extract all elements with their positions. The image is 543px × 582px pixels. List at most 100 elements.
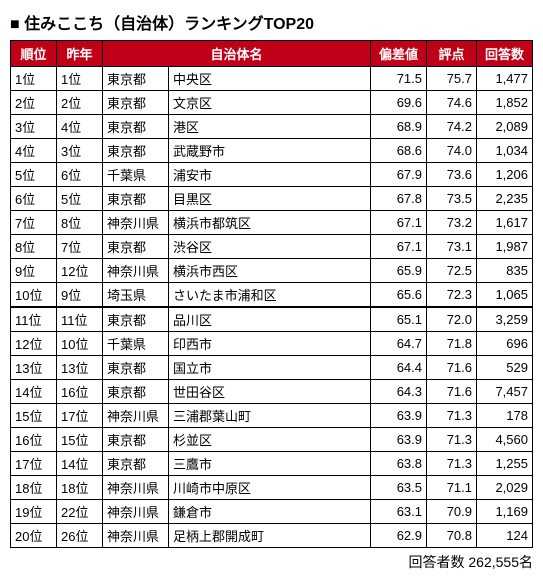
col-muni: 自治体名 (103, 41, 371, 67)
cell-resp: 2,089 (477, 115, 533, 139)
table-row: 13位13位東京都国立市64.471.6529 (11, 356, 533, 380)
cell-resp: 1,206 (477, 163, 533, 187)
cell-score: 73.2 (427, 211, 477, 235)
cell-muni: 足柄上郡開成町 (169, 524, 371, 548)
cell-dev: 65.6 (371, 283, 427, 308)
cell-dev: 68.9 (371, 115, 427, 139)
cell-resp: 1,169 (477, 500, 533, 524)
cell-pref: 東京都 (103, 235, 169, 259)
cell-muni: 目黒区 (169, 187, 371, 211)
cell-muni: さいたま市浦和区 (169, 283, 371, 308)
cell-last: 17位 (57, 404, 103, 428)
table-row: 12位10位千葉県印西市64.771.8696 (11, 332, 533, 356)
cell-resp: 1,065 (477, 283, 533, 308)
cell-pref: 東京都 (103, 380, 169, 404)
cell-rank: 16位 (11, 428, 57, 452)
cell-last: 4位 (57, 115, 103, 139)
cell-score: 71.3 (427, 452, 477, 476)
cell-dev: 67.9 (371, 163, 427, 187)
cell-rank: 10位 (11, 283, 57, 308)
table-row: 16位15位東京都杉並区63.971.34,560 (11, 428, 533, 452)
table-row: 15位17位神奈川県三浦郡葉山町63.971.3178 (11, 404, 533, 428)
cell-last: 13位 (57, 356, 103, 380)
cell-resp: 178 (477, 404, 533, 428)
table-row: 19位22位神奈川県鎌倉市63.170.91,169 (11, 500, 533, 524)
table-row: 14位16位東京都世田谷区64.371.67,457 (11, 380, 533, 404)
cell-rank: 12位 (11, 332, 57, 356)
ranking-table: 順位 昨年 自治体名 偏差値 評点 回答数 1位1位東京都中央区71.575.7… (10, 40, 533, 548)
cell-muni: 品川区 (169, 307, 371, 332)
cell-muni: 横浜市都筑区 (169, 211, 371, 235)
cell-resp: 1,617 (477, 211, 533, 235)
cell-score: 73.6 (427, 163, 477, 187)
cell-dev: 63.8 (371, 452, 427, 476)
cell-resp: 1,034 (477, 139, 533, 163)
cell-muni: 三鷹市 (169, 452, 371, 476)
cell-dev: 67.1 (371, 235, 427, 259)
cell-last: 11位 (57, 307, 103, 332)
cell-last: 10位 (57, 332, 103, 356)
cell-muni: 渋谷区 (169, 235, 371, 259)
table-title: ■ 住みここち（自治体）ランキングTOP20 (10, 10, 533, 34)
table-row: 10位9位埼玉県さいたま市浦和区65.672.31,065 (11, 283, 533, 308)
cell-last: 18位 (57, 476, 103, 500)
cell-dev: 71.5 (371, 67, 427, 91)
cell-dev: 65.1 (371, 307, 427, 332)
cell-muni: 印西市 (169, 332, 371, 356)
cell-last: 15位 (57, 428, 103, 452)
cell-last: 2位 (57, 91, 103, 115)
cell-dev: 63.9 (371, 404, 427, 428)
cell-dev: 67.1 (371, 211, 427, 235)
cell-dev: 63.1 (371, 500, 427, 524)
cell-rank: 14位 (11, 380, 57, 404)
cell-resp: 1,987 (477, 235, 533, 259)
footer-text: 回答者数 262,555名 (10, 552, 533, 572)
cell-last: 9位 (57, 283, 103, 308)
cell-pref: 東京都 (103, 115, 169, 139)
cell-dev: 63.9 (371, 428, 427, 452)
cell-dev: 65.9 (371, 259, 427, 283)
cell-rank: 9位 (11, 259, 57, 283)
cell-dev: 67.8 (371, 187, 427, 211)
cell-pref: 東京都 (103, 452, 169, 476)
cell-rank: 15位 (11, 404, 57, 428)
cell-resp: 2,029 (477, 476, 533, 500)
cell-pref: 東京都 (103, 187, 169, 211)
cell-rank: 18位 (11, 476, 57, 500)
cell-pref: 東京都 (103, 91, 169, 115)
cell-dev: 64.4 (371, 356, 427, 380)
cell-last: 8位 (57, 211, 103, 235)
cell-resp: 835 (477, 259, 533, 283)
cell-muni: 浦安市 (169, 163, 371, 187)
cell-rank: 8位 (11, 235, 57, 259)
cell-dev: 64.3 (371, 380, 427, 404)
cell-pref: 神奈川県 (103, 524, 169, 548)
cell-pref: 神奈川県 (103, 259, 169, 283)
cell-rank: 1位 (11, 67, 57, 91)
table-row: 8位7位東京都渋谷区67.173.11,987 (11, 235, 533, 259)
table-row: 11位11位東京都品川区65.172.03,259 (11, 307, 533, 332)
cell-last: 5位 (57, 187, 103, 211)
cell-last: 6位 (57, 163, 103, 187)
cell-last: 7位 (57, 235, 103, 259)
cell-score: 71.3 (427, 404, 477, 428)
cell-pref: 埼玉県 (103, 283, 169, 308)
col-resp: 回答数 (477, 41, 533, 67)
table-row: 6位5位東京都目黒区67.873.52,235 (11, 187, 533, 211)
cell-last: 16位 (57, 380, 103, 404)
cell-pref: 神奈川県 (103, 211, 169, 235)
cell-pref: 東京都 (103, 307, 169, 332)
cell-resp: 7,457 (477, 380, 533, 404)
cell-muni: 三浦郡葉山町 (169, 404, 371, 428)
cell-pref: 東京都 (103, 428, 169, 452)
table-row: 2位2位東京都文京区69.674.61,852 (11, 91, 533, 115)
cell-resp: 4,560 (477, 428, 533, 452)
cell-pref: 東京都 (103, 356, 169, 380)
cell-rank: 7位 (11, 211, 57, 235)
cell-dev: 62.9 (371, 524, 427, 548)
col-last: 昨年 (57, 41, 103, 67)
cell-rank: 13位 (11, 356, 57, 380)
cell-rank: 20位 (11, 524, 57, 548)
cell-muni: 鎌倉市 (169, 500, 371, 524)
cell-muni: 世田谷区 (169, 380, 371, 404)
